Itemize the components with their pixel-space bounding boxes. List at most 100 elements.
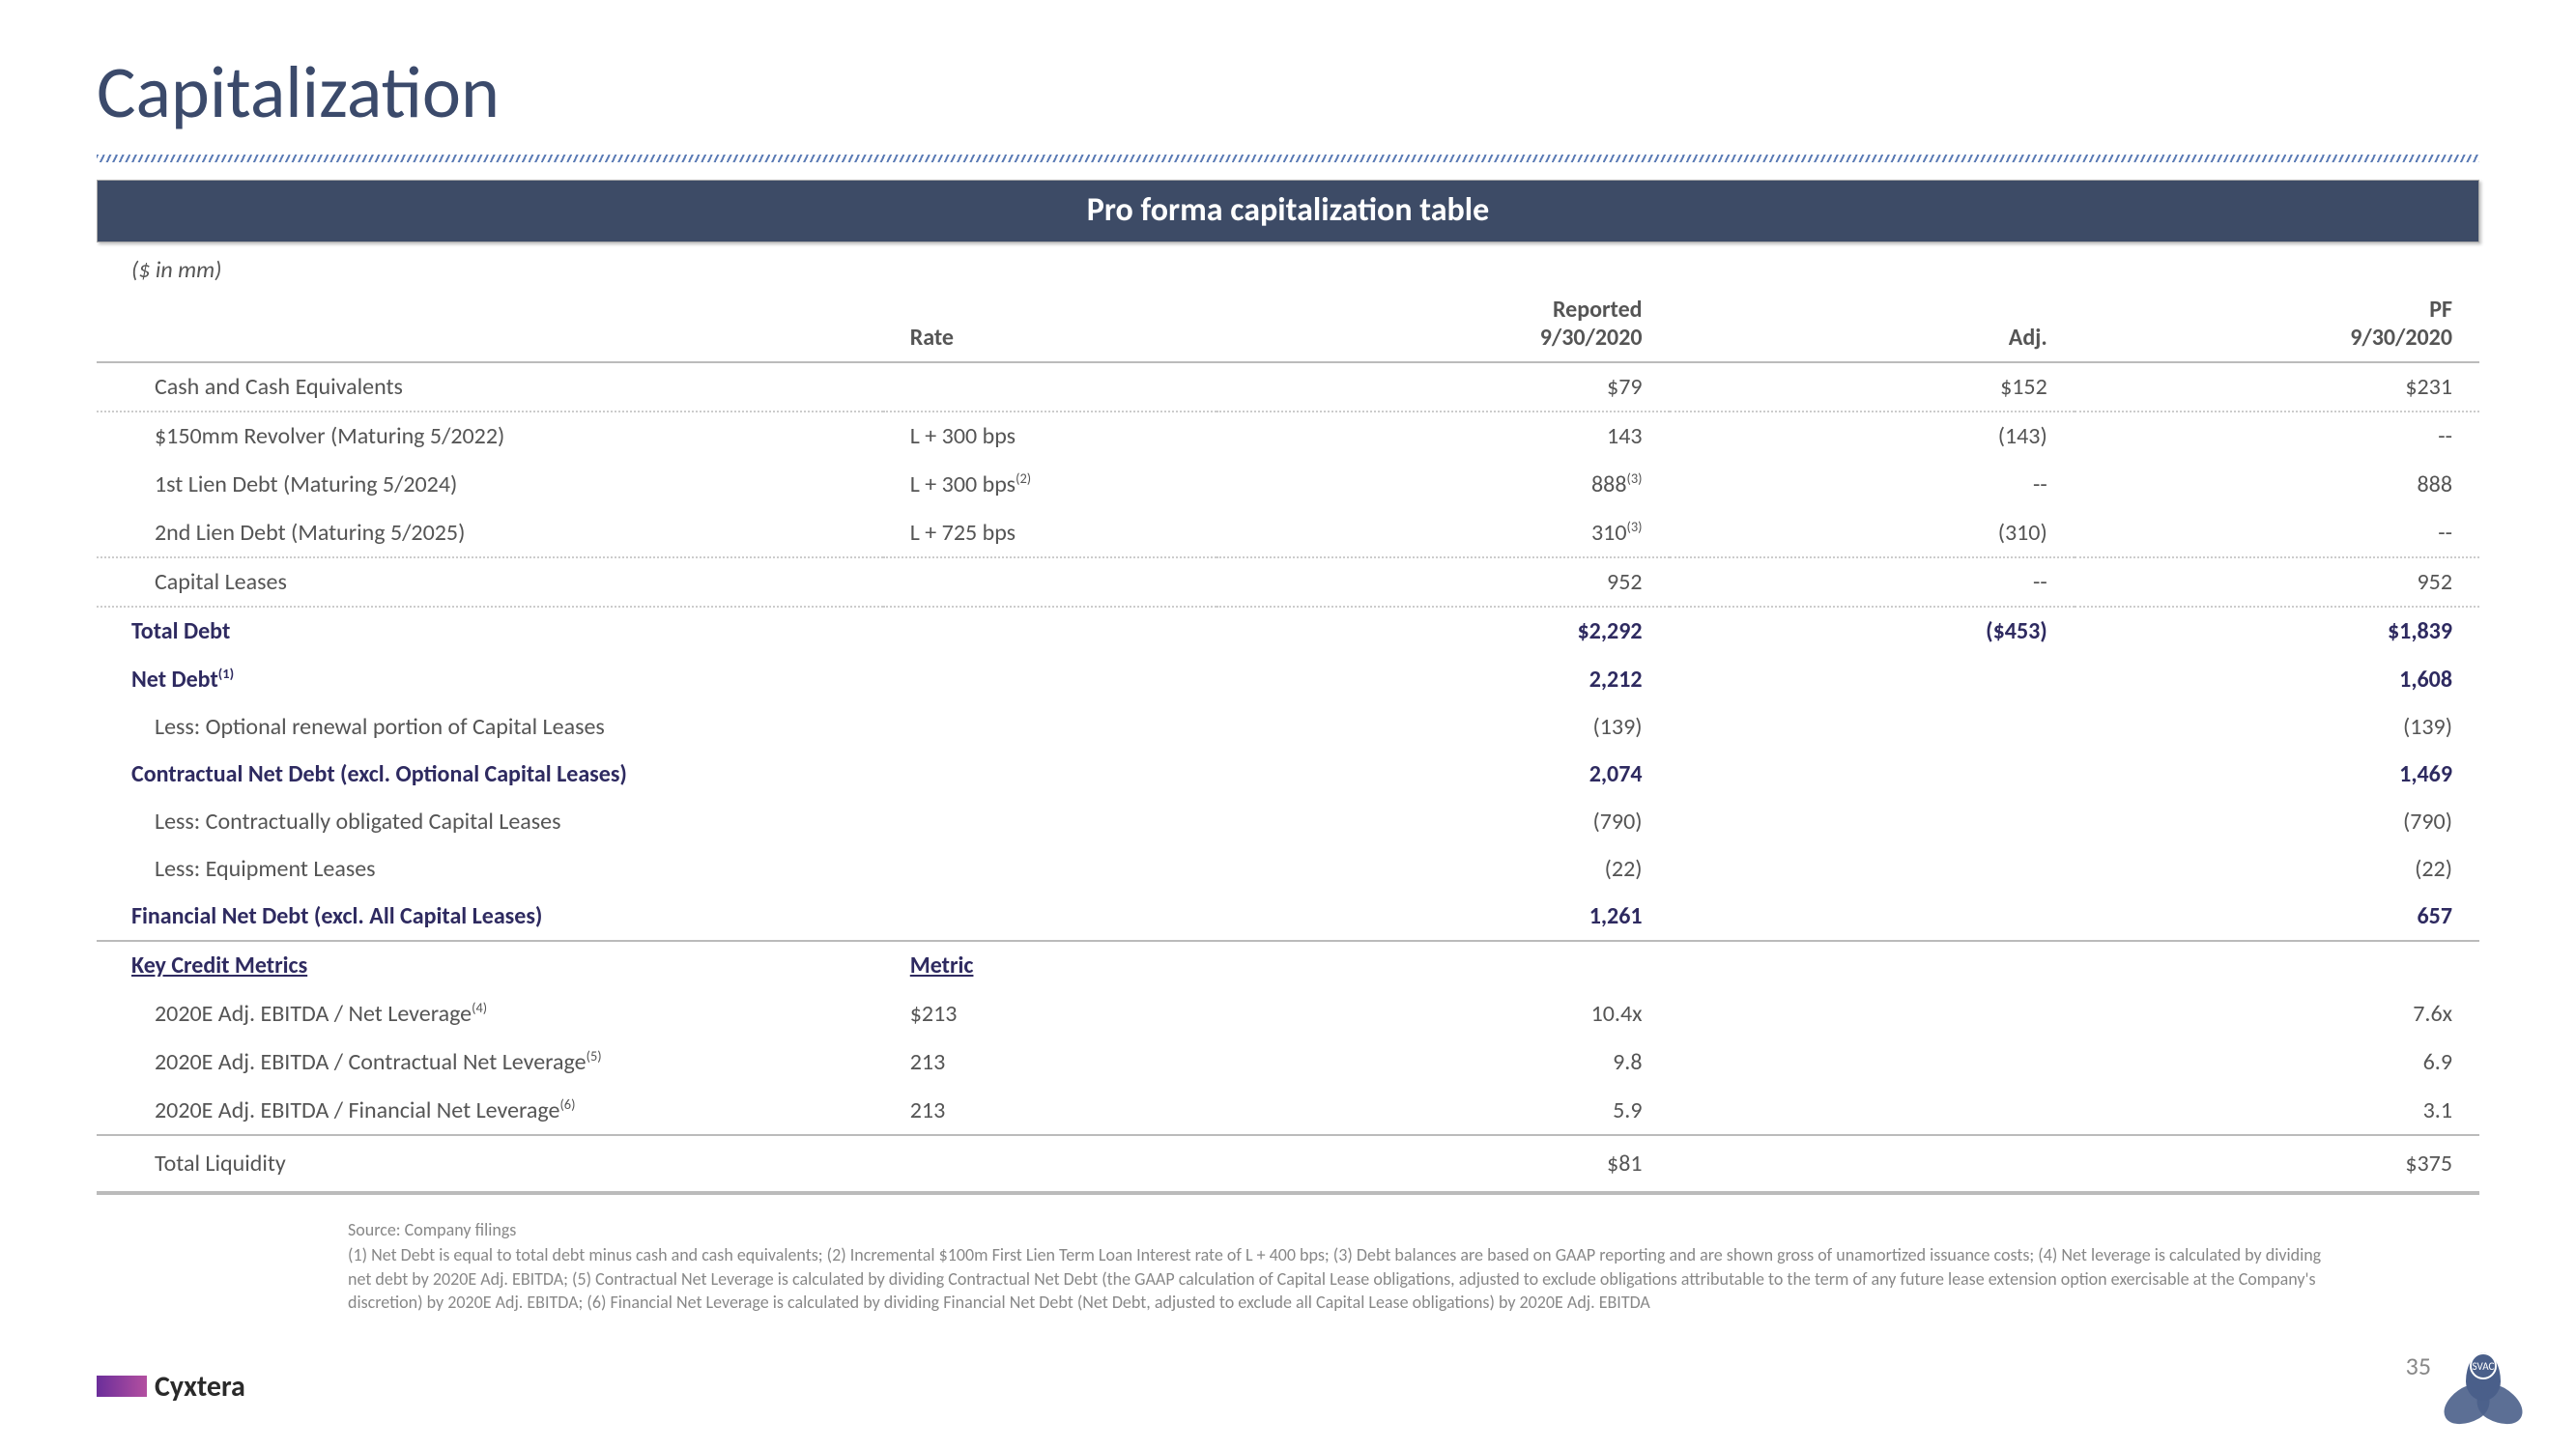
capitalization-table: Reported PF Rate 9/30/2020 Adj. 9/30/202… xyxy=(97,286,2479,1195)
row-rate xyxy=(883,362,1216,412)
row-label: 2nd Lien Debt (Maturing 5/2025) xyxy=(97,508,883,557)
table-row: 2nd Lien Debt (Maturing 5/2025)L + 725 b… xyxy=(97,508,2479,557)
row-adj: (143) xyxy=(1670,412,2075,460)
row-rate xyxy=(883,557,1216,607)
table-row: Contractual Net Debt (excl. Optional Cap… xyxy=(97,751,2479,798)
footnote-source: Source: Company filings xyxy=(348,1218,2338,1241)
row-pf: 1,608 xyxy=(2075,655,2479,703)
row-pf: (139) xyxy=(2075,703,2479,751)
row-label: Net Debt(1) xyxy=(97,655,883,703)
row-reported: 2,074 xyxy=(1216,751,1670,798)
metric-row: 2020E Adj. EBITDA / Contractual Net Leve… xyxy=(97,1037,2479,1086)
row-adj: -- xyxy=(1670,557,2075,607)
total-liquidity-pf: $375 xyxy=(2075,1135,2479,1193)
metric-row: 2020E Adj. EBITDA / Financial Net Levera… xyxy=(97,1086,2479,1135)
footnote-text: (1) Net Debt is equal to total debt minu… xyxy=(348,1243,2338,1314)
row-reported: 888(3) xyxy=(1216,460,1670,508)
row-rate: L + 300 bps(2) xyxy=(883,460,1216,508)
metric-label: 2020E Adj. EBITDA / Contractual Net Leve… xyxy=(97,1037,883,1086)
row-reported: (139) xyxy=(1216,703,1670,751)
table-row: Less: Contractually obligated Capital Le… xyxy=(97,798,2479,845)
row-label: $150mm Revolver (Maturing 5/2022) xyxy=(97,412,883,460)
metrics-header-row: Key Credit Metrics Metric xyxy=(97,941,2479,989)
total-liquidity-label: Total Liquidity xyxy=(97,1135,883,1193)
metric-label: 2020E Adj. EBITDA / Net Leverage(4) xyxy=(97,989,883,1037)
logo-bar-icon xyxy=(97,1376,147,1397)
total-liquidity-reported: $81 xyxy=(1216,1135,1670,1193)
metric-label: 2020E Adj. EBITDA / Financial Net Levera… xyxy=(97,1086,883,1135)
row-pf: $1,839 xyxy=(2075,607,2479,655)
table-row: Cash and Cash Equivalents $79$152$231 xyxy=(97,362,2479,412)
table-row: Total Debt$2,292($453)$1,839 xyxy=(97,607,2479,655)
table-row: Financial Net Debt (excl. All Capital Le… xyxy=(97,893,2479,941)
row-adj xyxy=(1670,751,2075,798)
row-label: Financial Net Debt (excl. All Capital Le… xyxy=(97,893,883,941)
row-pf: -- xyxy=(2075,508,2479,557)
row-rate xyxy=(883,751,1216,798)
row-pf: -- xyxy=(2075,412,2479,460)
diagonal-divider xyxy=(97,155,2479,162)
row-pf: $231 xyxy=(2075,362,2479,412)
col-reported-top: Reported xyxy=(1216,286,1670,324)
logo-text: Cyxtera xyxy=(155,1369,245,1405)
row-adj xyxy=(1670,703,2075,751)
row-reported: 952 xyxy=(1216,557,1670,607)
metric-value: $213 xyxy=(883,989,1216,1037)
row-adj xyxy=(1670,798,2075,845)
table-row: Less: Optional renewal portion of Capita… xyxy=(97,703,2479,751)
table-row: $150mm Revolver (Maturing 5/2022)L + 300… xyxy=(97,412,2479,460)
page-number: 35 xyxy=(2406,1350,2431,1381)
row-label: Less: Optional renewal portion of Capita… xyxy=(97,703,883,751)
row-pf: (22) xyxy=(2075,845,2479,893)
row-label: Less: Contractually obligated Capital Le… xyxy=(97,798,883,845)
row-reported: 310(3) xyxy=(1216,508,1670,557)
col-pf-bot: 9/30/2020 xyxy=(2075,324,2479,362)
row-adj: -- xyxy=(1670,460,2075,508)
row-rate: L + 725 bps xyxy=(883,508,1216,557)
row-pf: 657 xyxy=(2075,893,2479,941)
row-label: Less: Equipment Leases xyxy=(97,845,883,893)
col-adj: Adj. xyxy=(1670,324,2075,362)
metric-pf: 7.6x xyxy=(2075,989,2479,1037)
svac-trefoil-icon: SVAC xyxy=(2445,1339,2522,1416)
metric-pf: 3.1 xyxy=(2075,1086,2479,1135)
row-rate xyxy=(883,798,1216,845)
row-reported: 2,212 xyxy=(1216,655,1670,703)
row-label: 1st Lien Debt (Maturing 5/2024) xyxy=(97,460,883,508)
unit-label: ($ in mm) xyxy=(131,256,2479,284)
row-adj xyxy=(1670,655,2075,703)
cyxtera-logo: Cyxtera xyxy=(97,1364,300,1408)
metric-reported: 5.9 xyxy=(1216,1086,1670,1135)
row-reported: 1,261 xyxy=(1216,893,1670,941)
row-rate xyxy=(883,893,1216,941)
row-pf: 952 xyxy=(2075,557,2479,607)
row-reported: (790) xyxy=(1216,798,1670,845)
row-adj xyxy=(1670,845,2075,893)
row-label: Capital Leases xyxy=(97,557,883,607)
row-rate xyxy=(883,655,1216,703)
row-reported: 143 xyxy=(1216,412,1670,460)
row-reported: (22) xyxy=(1216,845,1670,893)
row-rate: L + 300 bps xyxy=(883,412,1216,460)
row-pf: (790) xyxy=(2075,798,2479,845)
table-row: Capital Leases 952--952 xyxy=(97,557,2479,607)
metric-pf: 6.9 xyxy=(2075,1037,2479,1086)
table-row: Net Debt(1) 2,212 1,608 xyxy=(97,655,2479,703)
key-credit-metrics-label: Key Credit Metrics xyxy=(97,941,883,989)
page-title: Capitalization xyxy=(97,48,2479,137)
row-rate xyxy=(883,703,1216,751)
metric-reported: 9.8 xyxy=(1216,1037,1670,1086)
row-reported: $2,292 xyxy=(1216,607,1670,655)
row-pf: 888 xyxy=(2075,460,2479,508)
row-reported: $79 xyxy=(1216,362,1670,412)
table-row: 1st Lien Debt (Maturing 5/2024)L + 300 b… xyxy=(97,460,2479,508)
row-label: Cash and Cash Equivalents xyxy=(97,362,883,412)
col-rate: Rate xyxy=(883,324,1216,362)
row-adj: ($453) xyxy=(1670,607,2075,655)
metric-value: 213 xyxy=(883,1037,1216,1086)
table-row: Less: Equipment Leases (22) (22) xyxy=(97,845,2479,893)
row-adj: $152 xyxy=(1670,362,2075,412)
col-reported-bot: 9/30/2020 xyxy=(1216,324,1670,362)
row-adj xyxy=(1670,893,2075,941)
footnotes: Source: Company filings (1) Net Debt is … xyxy=(348,1218,2338,1314)
